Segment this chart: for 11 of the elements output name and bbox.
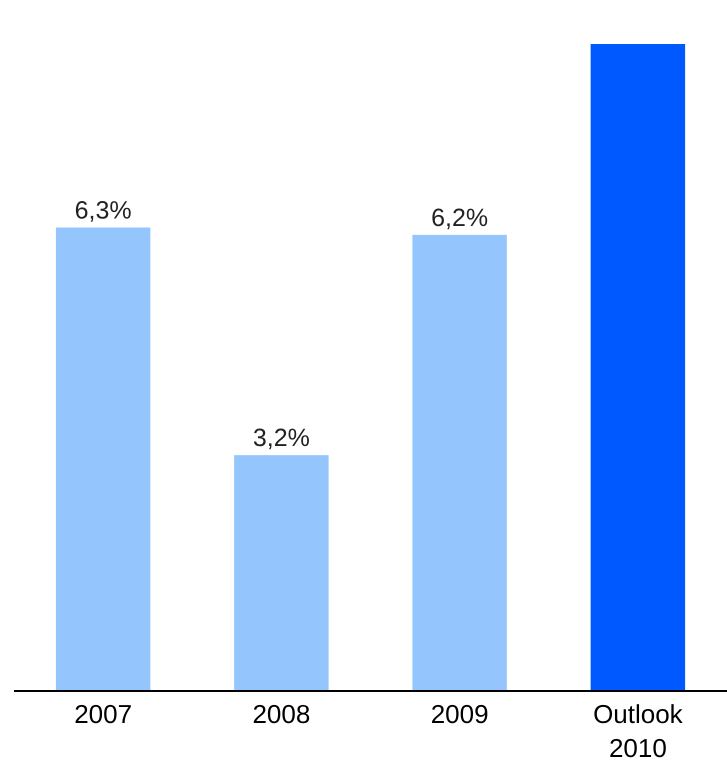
bar [590,44,686,690]
x-tick-label: 2008 [252,699,310,730]
x-tick-label: Outlook 2010 [593,699,684,763]
data-label: 3,2% [252,424,310,452]
bar [412,234,507,690]
x-tick-label: 2009 [430,699,489,730]
bar [56,228,150,690]
bar [234,455,329,690]
x-tick-label: 2007 [74,699,132,730]
data-label: 6,2% [431,204,488,232]
data-label: 6,3% [74,196,132,225]
